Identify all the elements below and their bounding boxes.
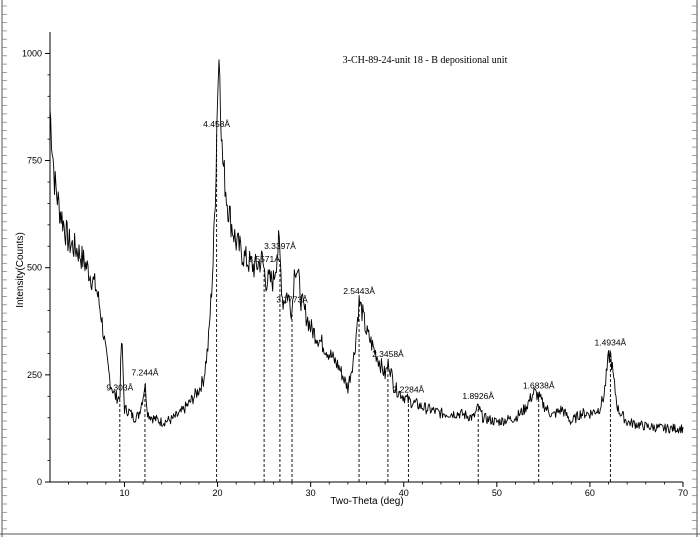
x-tick-label-50: 50 [492, 488, 502, 498]
peak-label: 4.458Å [203, 119, 230, 129]
y-tick-label-250: 250 [27, 370, 42, 380]
y-axis-title: Intensity(Counts) [15, 232, 26, 308]
x-tick-label-10: 10 [119, 488, 129, 498]
peak-label: 2.3458Å [372, 349, 404, 359]
left-ruler [2, 5, 7, 530]
series-group [49, 59, 684, 434]
y-tick-label-500: 500 [27, 263, 42, 273]
x-tick-label-20: 20 [213, 488, 223, 498]
peak-label: 1.6838Å [523, 380, 555, 390]
peak-label: 3.5571Å [248, 254, 280, 264]
x-axis-title: Two-Theta (deg) [330, 496, 403, 507]
peak-label: 1.8926Å [462, 391, 494, 401]
y-tick-label-0: 0 [37, 477, 42, 487]
peak-label: 3.1773Å [276, 295, 308, 305]
x-axis: 10 20 30 40 50 60 70 [68, 482, 688, 498]
peak-labels: 9.303Å 7.244Å 4.458Å 3.5571Å 3.3397Å 3.1773Å 2… [106, 119, 626, 401]
peak-label: 2.2284Å [393, 385, 425, 395]
peak-label: 2.5443Å [343, 286, 375, 296]
chart-title: 3-CH-89-24-unit 18 - B depositional unit [343, 55, 508, 66]
peak-label: 9.303Å [106, 382, 133, 392]
peak-label: 7.244Å [131, 367, 158, 377]
xrd-series-line [49, 59, 684, 434]
y-tick-label-1000: 1000 [22, 48, 42, 58]
peak-label: 3.3397Å [264, 241, 296, 251]
x-tick-label-60: 60 [585, 488, 595, 498]
peak-markers [119, 134, 611, 482]
y-axis: 0 250 500 750 1000 [22, 48, 50, 487]
peak-label: 1.4934Å [595, 337, 627, 347]
y-tick-label-750: 750 [27, 156, 42, 166]
x-tick-label-30: 30 [306, 488, 316, 498]
x-tick-label-70: 70 [678, 488, 688, 498]
x-tick-label-40: 40 [399, 488, 409, 498]
right-ruler [692, 5, 697, 530]
